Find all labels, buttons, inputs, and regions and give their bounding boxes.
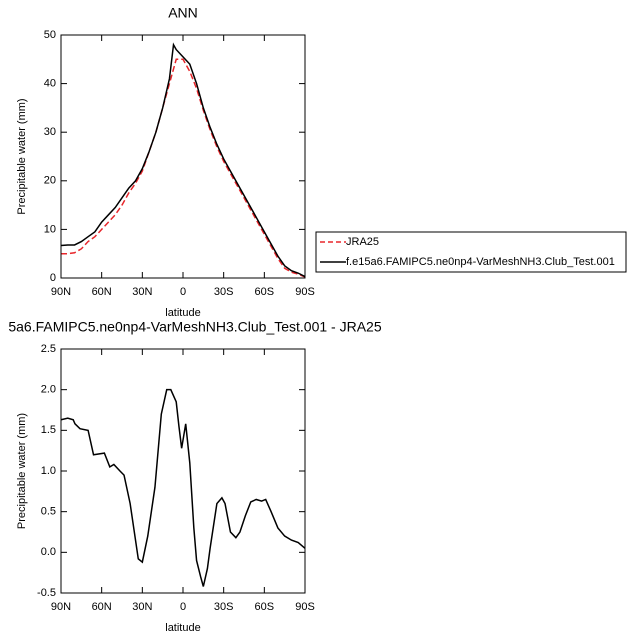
x-tick-label: 90S (295, 286, 315, 298)
y-tick-label: 1.0 (41, 465, 56, 477)
x-tick-label: 30S (214, 601, 234, 613)
x-tick-label: 60S (255, 601, 275, 613)
y-tick-label: 1.5 (41, 424, 56, 436)
x-tick-label: 90N (51, 286, 71, 298)
y-tick-label: 0 (50, 272, 56, 284)
x-tick-label: 60S (255, 286, 275, 298)
data-line (60, 388, 306, 587)
x-tick-label: 90N (51, 601, 71, 613)
plot-frame (60, 34, 306, 279)
y-axis-label: Precipitable water (mm) (16, 413, 28, 529)
legend-label: f.e15a6.FAMIPC5.ne0np4-VarMeshNH3.Club_T… (346, 256, 615, 268)
x-tick-label: 30S (214, 286, 234, 298)
y-tick-label: 20 (44, 175, 56, 187)
plot-frame (60, 348, 306, 594)
y-tick-label: -0.5 (37, 587, 56, 599)
x-tick-label: 0 (180, 601, 186, 613)
data-line (60, 42, 306, 278)
y-tick-label: 0.5 (41, 506, 56, 518)
y-tick-label: 50 (44, 29, 56, 41)
y-tick-label: 2.0 (41, 384, 56, 396)
x-tick-label: 30N (132, 601, 152, 613)
x-axis-label: latitude (165, 307, 200, 319)
x-tick-label: 0 (180, 286, 186, 298)
y-tick-label: 40 (44, 78, 56, 90)
legend-box (315, 231, 627, 273)
y-tick-label: 2.5 (41, 343, 56, 355)
legend-label: JRA25 (346, 236, 379, 248)
x-tick-label: 90S (295, 601, 315, 613)
chart-title: 5a6.FAMIPC5.ne0np4-VarMeshNH3.Club_Test.… (8, 319, 381, 335)
x-tick-label: 60N (92, 601, 112, 613)
x-tick-label: 30N (132, 286, 152, 298)
chart-title: ANN (168, 5, 198, 21)
x-tick-label: 60N (92, 286, 112, 298)
y-tick-label: 10 (44, 223, 56, 235)
y-tick-label: 30 (44, 126, 56, 138)
y-tick-label: 0.0 (41, 546, 56, 558)
y-axis-label: Precipitable water (mm) (16, 98, 28, 214)
x-axis-label: latitude (165, 622, 200, 634)
data-line (61, 58, 306, 278)
